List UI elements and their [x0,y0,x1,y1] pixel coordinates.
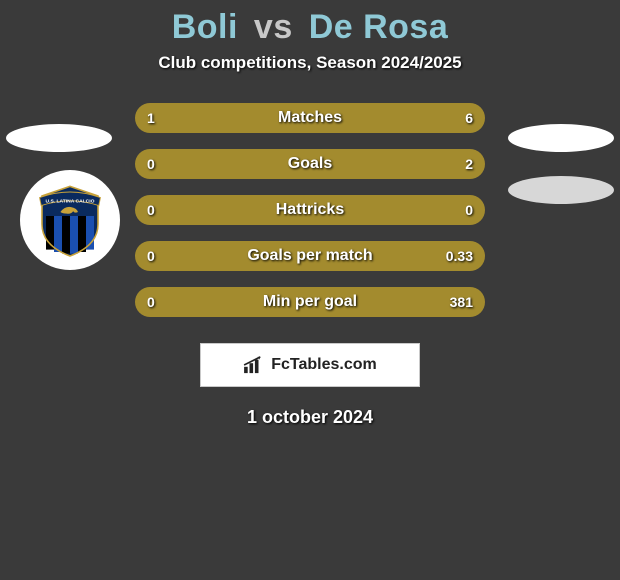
stat-value-left: 0 [135,241,167,271]
club-shield-icon: U.S. LATINA CALCIO [30,180,110,260]
brand-text: FcTables.com [271,356,377,374]
stat-value-right: 0 [453,195,485,225]
stat-row: Min per goal0381 [135,287,485,317]
stat-bar-right [135,287,485,317]
stat-row: Matches16 [135,103,485,133]
stat-bar-right [185,103,485,133]
brand-box: FcTables.com [200,343,420,387]
stat-row: Goals per match00.33 [135,241,485,271]
stat-value-right: 0.33 [434,241,485,271]
stat-bar-right [135,149,485,179]
date-text: 1 october 2024 [0,407,620,428]
stat-value-right: 381 [438,287,485,317]
title-player-1: Boli [172,8,238,46]
title-player-2: De Rosa [309,8,449,46]
content-root: Boli vs De Rosa Club competitions, Seaso… [0,0,620,580]
stat-value-left: 1 [135,103,167,133]
subtitle: Club competitions, Season 2024/2025 [0,53,620,73]
player2-ellipse-icon [508,124,614,152]
stat-value-left: 0 [135,195,167,225]
title-vs: vs [254,8,293,46]
club-logo: U.S. LATINA CALCIO [20,170,120,270]
bar-chart-icon [243,356,265,374]
stat-value-right: 2 [453,149,485,179]
player1-ellipse-icon [6,124,112,152]
stat-value-right: 6 [453,103,485,133]
stat-bar-right [135,241,485,271]
page-title: Boli vs De Rosa [0,0,620,47]
stats-container: Matches16Goals02Hattricks00Goals per mat… [135,103,485,317]
svg-text:U.S. LATINA CALCIO: U.S. LATINA CALCIO [46,198,95,204]
stat-value-left: 0 [135,287,167,317]
stat-row: Goals02 [135,149,485,179]
player2-ellipse-2-icon [508,176,614,204]
stat-value-left: 0 [135,149,167,179]
stat-row: Hattricks00 [135,195,485,225]
